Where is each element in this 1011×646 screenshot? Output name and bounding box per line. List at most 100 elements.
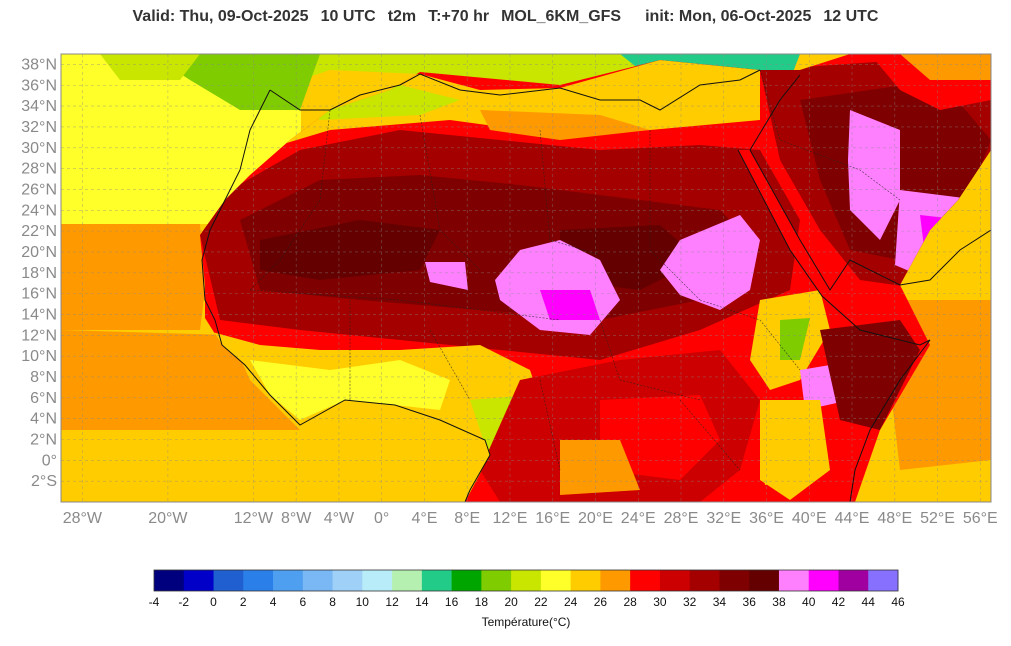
coastline: [201, 69, 991, 502]
lat-tick-label: 38°N: [21, 56, 57, 73]
colorbar-swatch: [481, 570, 512, 591]
lon-tick-label: 20°W: [148, 510, 188, 527]
lon-tick-label: 56°E: [963, 510, 998, 527]
colorbar-swatch: [183, 570, 215, 591]
colorbar-swatch: [600, 570, 631, 591]
colorbar-swatch: [332, 570, 363, 591]
lon-tick-label: 44°E: [835, 510, 870, 527]
colorbar-tick-label: 0: [210, 595, 217, 609]
colorbar-swatch: [659, 570, 691, 591]
lat-tick-label: 24°N: [21, 202, 57, 219]
lat-tick-label: 4°N: [30, 411, 57, 428]
colorbar-tick-label: 10: [356, 595, 370, 609]
colorbar-swatch: [421, 570, 453, 591]
colorbar-swatch: [273, 570, 304, 591]
lon-tick-label: 28°E: [664, 510, 699, 527]
colorbar-swatch: [719, 570, 750, 591]
colorbar-swatch: [689, 570, 720, 591]
colorbar-swatch: [778, 570, 810, 591]
init-date: init: Mon, 06-Oct-2025: [645, 8, 812, 25]
colorbar-swatch: [868, 570, 899, 591]
colorbar-swatch: [511, 570, 542, 591]
lon-tick-label: 12°W: [234, 510, 274, 527]
colorbar-swatch: [243, 570, 274, 591]
colorbar-tick-label: -2: [178, 595, 189, 609]
colorbar-tick-label: 8: [329, 595, 336, 609]
lat-tick-label: 30°N: [21, 140, 57, 157]
init-time: 12 UTC: [823, 8, 879, 25]
lon-tick-label: 12°E: [493, 510, 528, 527]
colorbar-swatch: [838, 570, 869, 591]
colorbar-tick-label: 24: [564, 595, 578, 609]
lon-tick-label: 36°E: [749, 510, 784, 527]
lead-time: T:+70 hr: [428, 8, 490, 25]
colorbar-tick-label: 38: [772, 595, 786, 609]
colorbar-tick-label: 6: [299, 595, 306, 609]
colorbar-swatch: [570, 570, 601, 591]
colorbar-swatch: [451, 570, 482, 591]
lat-tick-label: 0°: [42, 452, 57, 469]
lat-tick-label: 18°N: [21, 265, 57, 282]
latitude-labels: 38°N 36°N 34°N 32°N 30°N 28°N 26°N 24°N 22°N 20°N…: [21, 56, 57, 490]
colorbar-tick-label: 20: [504, 595, 518, 609]
lon-tick-label: 0°: [374, 510, 389, 527]
colorbar-swatch: [213, 570, 244, 591]
colorbar-swatch: [630, 570, 661, 591]
lat-tick-label: 12°N: [21, 327, 57, 344]
longitude-labels: 28°W 20°W 12°W 8°W 4°W 0° 4°E 8°E 12°E 16°E 20°E 24…: [63, 510, 998, 527]
lon-tick-label: 24°E: [621, 510, 656, 527]
colorbar-swatch: [154, 570, 185, 591]
colorbar-tick-label: 16: [445, 595, 459, 609]
colorbar-tick-label: 22: [534, 595, 548, 609]
lat-tick-label: 36°N: [21, 77, 57, 94]
colorbar-tick-label: 40: [802, 595, 816, 609]
lat-tick-label: 14°N: [21, 306, 57, 323]
colorbar-tick-label: 36: [743, 595, 757, 609]
valid-date: Valid: Thu, 09-Oct-2025: [132, 8, 309, 25]
lat-tick-label: 6°N: [30, 390, 57, 407]
lat-tick-label: 20°N: [21, 244, 57, 261]
colorbar-tick-label: 46: [891, 595, 905, 609]
colorbar-swatch: [392, 570, 423, 591]
parameter-name: t2m: [387, 8, 417, 25]
lon-tick-label: 8°E: [454, 510, 480, 527]
colorbar-tick-label: 26: [594, 595, 608, 609]
colorbar-tick-label: 44: [862, 595, 876, 609]
colorbar-tick-label: 34: [713, 595, 727, 609]
lon-tick-label: 48°E: [877, 510, 912, 527]
lon-tick-label: 8°W: [281, 510, 312, 527]
map-title-bar: Valid: Thu, 09-Oct-2025 10 UTC t2m T:+70 hr…: [0, 8, 1011, 26]
lat-tick-label: 10°N: [21, 348, 57, 365]
colorbar-swatch: [540, 570, 572, 591]
lat-tick-label: 8°N: [30, 369, 57, 386]
lon-tick-label: 4°E: [411, 510, 437, 527]
colorbar-tick-label: 12: [385, 595, 399, 609]
lon-tick-label: 4°W: [324, 510, 355, 527]
lon-tick-label: 16°E: [535, 510, 570, 527]
lon-tick-label: 28°W: [63, 510, 103, 527]
colorbar-swatch: [302, 570, 334, 591]
colorbar-swatch: [749, 570, 780, 591]
map-frame: [60, 53, 992, 503]
lat-tick-label: 32°N: [21, 119, 57, 136]
lat-tick-label: 28°N: [21, 161, 57, 178]
lon-tick-label: 52°E: [920, 510, 955, 527]
colorbar-tick-label: 2: [240, 595, 247, 609]
valid-time: 10 UTC: [320, 8, 376, 25]
colorbar-swatch: [362, 570, 393, 591]
lon-tick-label: 32°E: [706, 510, 741, 527]
lat-tick-label: 16°N: [21, 286, 57, 303]
colorbar-tick-label: 4: [270, 595, 277, 609]
map-gridlines: [61, 54, 991, 502]
temperature-field: [61, 54, 991, 502]
colorbar-tick-label: 32: [683, 595, 697, 609]
model-name: MOL_6KM_GFS: [501, 8, 622, 25]
country-borders: [249, 69, 901, 471]
lon-tick-label: 20°E: [578, 510, 613, 527]
colorbar-tick-label: 28: [623, 595, 637, 609]
lat-tick-label: 2°N: [30, 431, 57, 448]
colorbar-tick-label: 14: [415, 595, 429, 609]
colorbar-tick-label: 42: [832, 595, 846, 609]
